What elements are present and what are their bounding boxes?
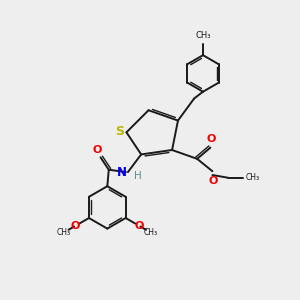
Text: CH₃: CH₃ xyxy=(245,173,260,182)
Text: H: H xyxy=(134,171,142,181)
Text: CH₃: CH₃ xyxy=(56,228,70,237)
Text: O: O xyxy=(71,221,80,231)
Text: O: O xyxy=(134,221,144,231)
Text: O: O xyxy=(92,145,102,155)
Text: CH₃: CH₃ xyxy=(144,228,158,237)
Text: N: N xyxy=(116,166,126,179)
Text: CH₃: CH₃ xyxy=(195,32,211,40)
Text: O: O xyxy=(208,176,218,186)
Text: O: O xyxy=(206,134,216,143)
Text: S: S xyxy=(116,125,124,138)
